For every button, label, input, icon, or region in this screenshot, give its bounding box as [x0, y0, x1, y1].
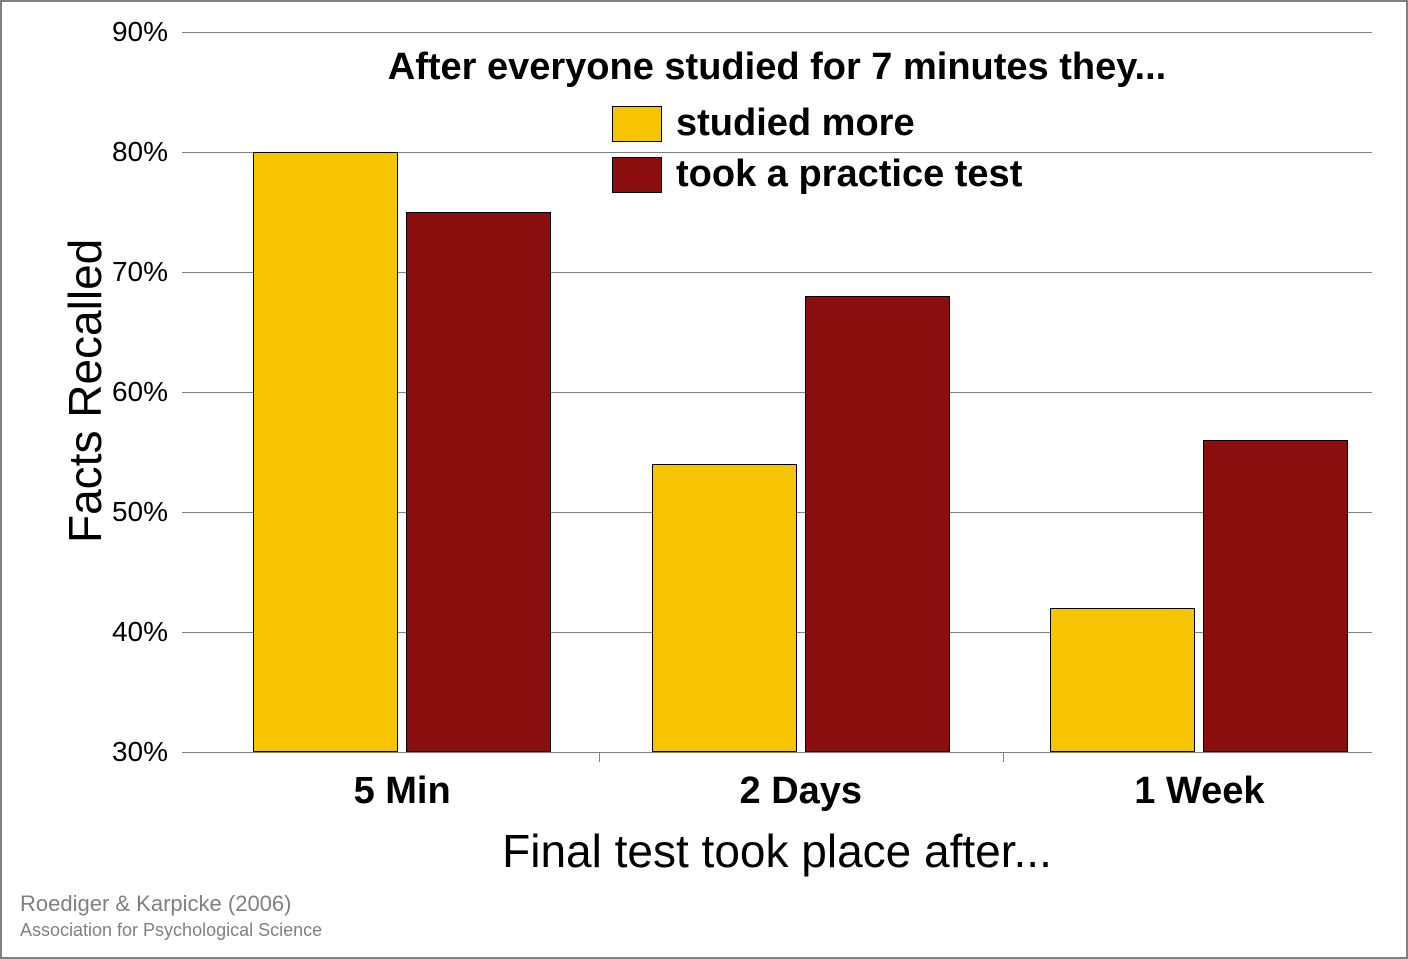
legend-item: studied more	[612, 102, 1022, 145]
citation-line-1: Roediger & Karpicke (2006)	[20, 891, 291, 917]
x-tick-mark	[599, 752, 600, 762]
bar	[805, 296, 950, 752]
bar	[406, 212, 551, 752]
y-tick-label: 50%	[112, 496, 168, 528]
x-tick-mark	[1003, 752, 1004, 762]
x-category-label: 1 Week	[1049, 770, 1349, 813]
x-axis-label: Final test took place after...	[182, 824, 1372, 878]
bar	[652, 464, 797, 752]
gridline	[182, 752, 1372, 753]
y-axis-label: Facts Recalled	[58, 239, 112, 543]
bar	[1203, 440, 1348, 752]
citation-line-2: Association for Psychological Science	[20, 920, 322, 941]
bar	[253, 152, 398, 752]
x-category-label: 2 Days	[651, 770, 951, 813]
legend-label: studied more	[676, 102, 915, 145]
legend-swatch	[612, 157, 662, 193]
x-category-label: 5 Min	[252, 770, 552, 813]
chart-frame: After everyone studied for 7 minutes the…	[0, 0, 1408, 959]
gridline	[182, 32, 1372, 33]
chart-title: After everyone studied for 7 minutes the…	[222, 46, 1332, 89]
y-tick-label: 60%	[112, 376, 168, 408]
y-tick-label: 70%	[112, 256, 168, 288]
legend-item: took a practice test	[612, 153, 1022, 196]
y-tick-label: 80%	[112, 136, 168, 168]
bar	[1050, 608, 1195, 752]
legend-swatch	[612, 106, 662, 142]
y-tick-label: 90%	[112, 16, 168, 48]
legend-label: took a practice test	[676, 153, 1022, 196]
y-tick-label: 40%	[112, 616, 168, 648]
legend: studied more took a practice test	[612, 102, 1022, 196]
y-tick-label: 30%	[112, 736, 168, 768]
